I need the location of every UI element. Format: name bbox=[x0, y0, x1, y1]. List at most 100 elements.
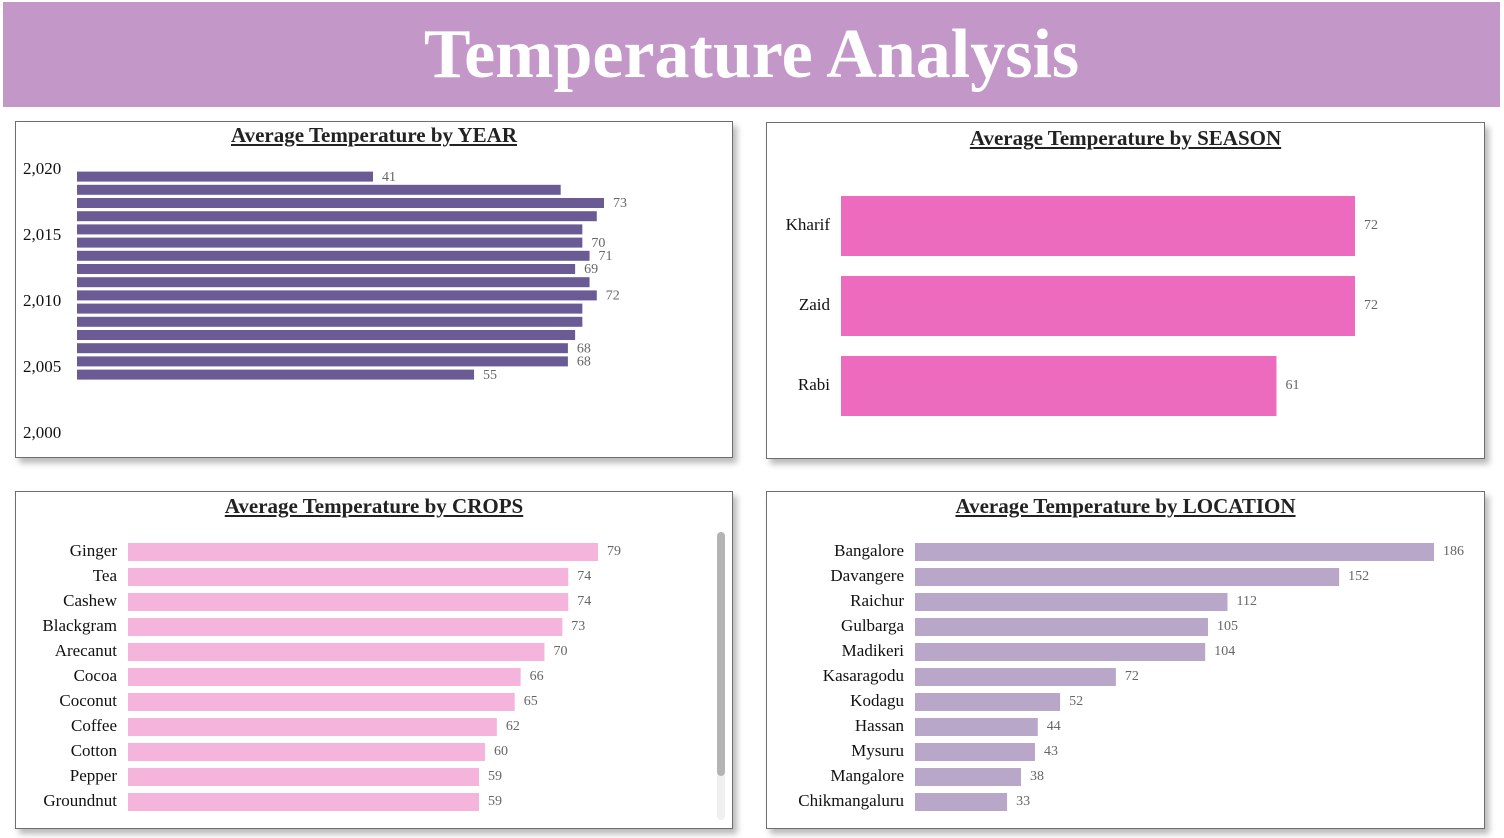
location-category-label: Bangalore bbox=[834, 541, 904, 560]
year-bar bbox=[77, 290, 597, 301]
season-bar bbox=[841, 196, 1355, 256]
crops-bar bbox=[128, 768, 480, 786]
crops-category-label: Coconut bbox=[59, 691, 117, 710]
year-data-label: 55 bbox=[483, 368, 497, 383]
year-data-label: 69 bbox=[584, 262, 598, 277]
year-bar bbox=[77, 224, 583, 235]
location-category-label: Chikmangaluru bbox=[798, 791, 904, 810]
crops-bar bbox=[128, 593, 569, 611]
crops-data-label: 74 bbox=[577, 569, 591, 584]
season-chart-panel[interactable]: Average Temperature by SEASON Kharif 72 Za… bbox=[766, 122, 1485, 459]
location-data-label: 33 bbox=[1016, 794, 1030, 809]
year-bar bbox=[77, 330, 576, 340]
location-chart-title: Average Temperature by LOCATION bbox=[955, 494, 1296, 518]
location-data-label: 112 bbox=[1237, 594, 1257, 609]
year-data-label: 68 bbox=[577, 341, 591, 356]
location-data-label: 72 bbox=[1125, 669, 1139, 684]
year-data-label: 68 bbox=[577, 355, 591, 370]
crops-bar bbox=[128, 568, 569, 586]
location-category-label: Mangalore bbox=[830, 766, 904, 785]
year-axis-tick-label: 2,000 bbox=[23, 423, 61, 442]
crops-chart-panel[interactable]: Average Temperature by CROPS Ginger 79 Tea… bbox=[15, 491, 733, 829]
season-data-label: 72 bbox=[1364, 218, 1378, 233]
location-data-label: 105 bbox=[1217, 619, 1238, 634]
location-data-label: 52 bbox=[1069, 694, 1083, 709]
year-bar bbox=[77, 343, 568, 354]
year-bar bbox=[77, 316, 583, 327]
season-category-label: Zaid bbox=[799, 295, 831, 314]
season-bar bbox=[841, 276, 1355, 336]
year-axis-tick-label: 2,015 bbox=[23, 225, 61, 244]
year-data-label: 41 bbox=[382, 170, 396, 185]
year-data-label: 73 bbox=[613, 196, 627, 211]
location-bar bbox=[915, 693, 1061, 711]
crops-category-label: Coffee bbox=[71, 716, 117, 735]
crops-data-label: 70 bbox=[553, 644, 567, 659]
crops-category-label: Tea bbox=[93, 566, 118, 585]
year-data-label: 71 bbox=[599, 249, 613, 264]
crops-category-label: Groundnut bbox=[43, 791, 117, 810]
location-bar bbox=[915, 668, 1116, 686]
year-data-label: 70 bbox=[591, 236, 605, 251]
location-category-label: Gulbarga bbox=[841, 616, 904, 635]
location-category-label: Mysuru bbox=[851, 741, 904, 760]
season-chart-title: Average Temperature by SEASON bbox=[969, 126, 1282, 150]
crops-data-label: 59 bbox=[488, 794, 502, 809]
crops-chart-title: Average Temperature by CROPS bbox=[224, 494, 524, 518]
location-bar bbox=[915, 718, 1038, 736]
location-category-label: Kodagu bbox=[850, 691, 904, 710]
location-bar bbox=[915, 743, 1035, 761]
year-bar bbox=[77, 250, 590, 261]
crops-data-label: 74 bbox=[577, 594, 591, 609]
year-bar bbox=[77, 237, 583, 248]
crops-category-label: Cashew bbox=[63, 591, 118, 610]
location-data-label: 152 bbox=[1348, 569, 1369, 584]
season-data-label: 72 bbox=[1364, 298, 1378, 313]
crops-category-label: Blackgram bbox=[42, 616, 117, 635]
crops-scrollbar-thumb[interactable] bbox=[717, 532, 725, 776]
crops-category-label: Cotton bbox=[71, 741, 118, 760]
year-axis-tick-label: 2,020 bbox=[23, 159, 61, 178]
crops-bar bbox=[128, 643, 545, 661]
season-bar bbox=[841, 356, 1277, 416]
crops-bar bbox=[128, 543, 598, 561]
location-bar bbox=[915, 568, 1340, 586]
crops-bar bbox=[128, 618, 563, 636]
location-data-label: 186 bbox=[1443, 544, 1464, 559]
year-axis-tick-label: 2,005 bbox=[23, 357, 61, 376]
year-bar bbox=[77, 277, 590, 288]
crops-data-label: 62 bbox=[506, 719, 520, 734]
crops-category-label: Arecanut bbox=[55, 641, 118, 660]
location-data-label: 104 bbox=[1214, 644, 1235, 659]
season-category-label: Rabi bbox=[798, 375, 830, 394]
location-bar bbox=[915, 543, 1434, 561]
location-bar bbox=[915, 643, 1206, 661]
location-category-label: Hassan bbox=[855, 716, 905, 735]
year-bar bbox=[77, 184, 561, 195]
location-category-label: Raichur bbox=[850, 591, 904, 610]
year-chart-panel[interactable]: Average Temperature by YEAR 2,020 2,015 2,… bbox=[15, 121, 733, 458]
crops-bar bbox=[128, 743, 485, 761]
crops-bar bbox=[128, 718, 497, 736]
location-chart-panel[interactable]: Average Temperature by LOCATION Bangalor… bbox=[766, 491, 1485, 829]
location-category-label: Madikeri bbox=[842, 641, 905, 660]
crops-data-label: 59 bbox=[488, 769, 502, 784]
crops-category-label: Pepper bbox=[70, 766, 118, 785]
location-bar bbox=[915, 618, 1208, 636]
location-bar bbox=[915, 768, 1022, 786]
location-bar bbox=[915, 593, 1228, 611]
crops-data-label: 60 bbox=[494, 744, 508, 759]
location-data-label: 38 bbox=[1030, 769, 1044, 784]
crops-data-label: 73 bbox=[571, 619, 585, 634]
year-bar bbox=[77, 171, 373, 182]
crops-bar bbox=[128, 793, 480, 811]
crops-category-label: Ginger bbox=[70, 541, 118, 560]
season-category-label: Kharif bbox=[786, 215, 831, 234]
dashboard-header: Temperature Analysis bbox=[3, 2, 1500, 107]
year-bar bbox=[77, 264, 576, 274]
location-data-label: 43 bbox=[1044, 744, 1058, 759]
crops-data-label: 79 bbox=[607, 544, 621, 559]
crops-data-label: 66 bbox=[530, 669, 544, 684]
year-data-label: 72 bbox=[606, 289, 620, 304]
